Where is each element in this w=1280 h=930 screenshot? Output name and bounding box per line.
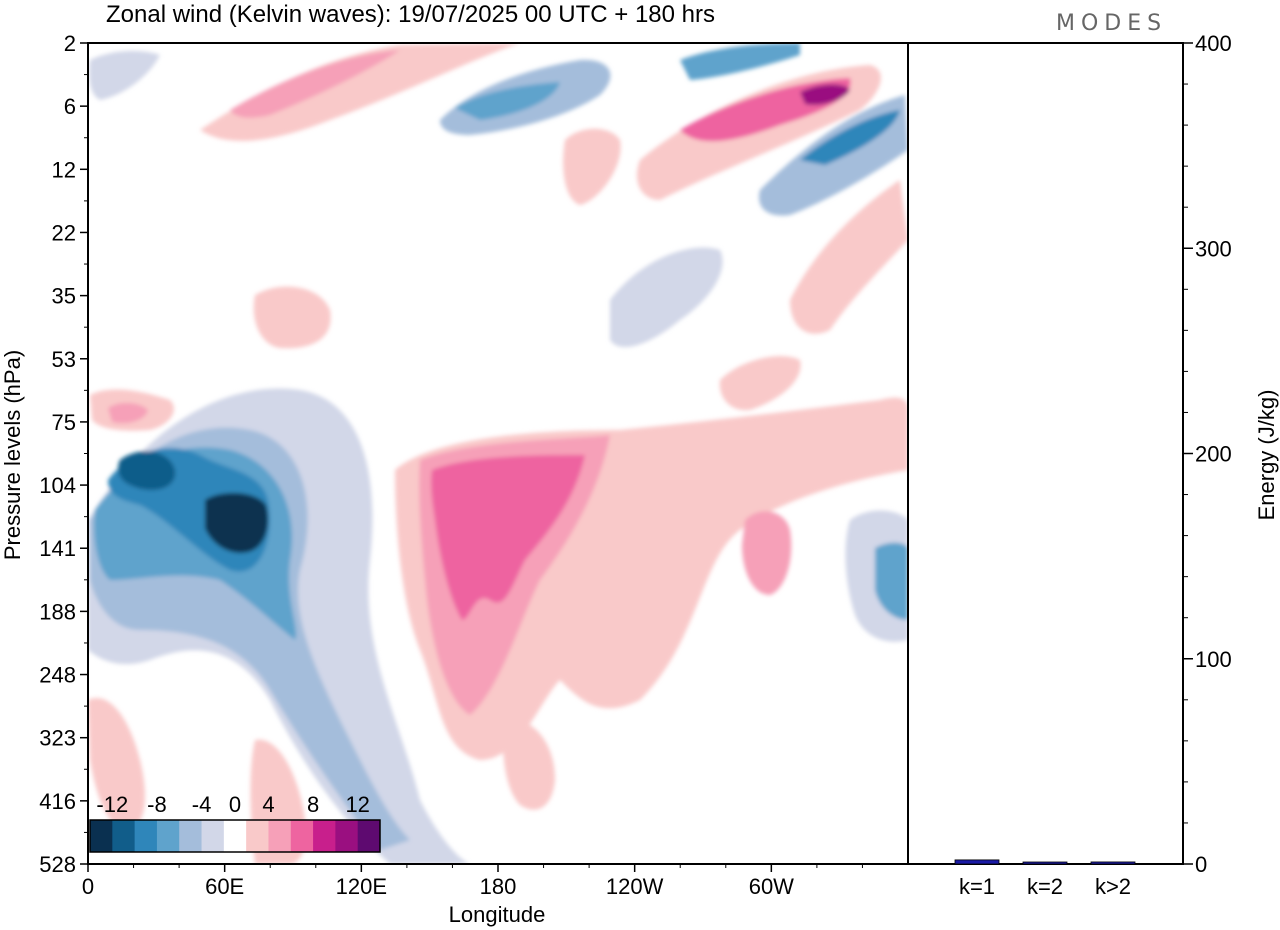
neg-core-1 [118,451,176,490]
x-tick-label: 60W [749,874,794,899]
colorbar-swatch [134,820,158,852]
energy-axis-label: Energy (J/kg) [1254,390,1279,521]
y-axis-label: Pressure levels (hPa) [0,350,25,560]
colorbar-label: -8 [147,792,167,817]
pos-blob-mid [253,286,331,349]
x-axis-label: Longitude [449,902,546,927]
pos-blob-75 [719,356,801,411]
pos-blob-east [742,511,792,595]
colorbar-label: 0 [229,792,241,817]
energy-tick-label: 200 [1195,442,1232,467]
colorbar-label: 8 [307,792,319,817]
energy-bar [1090,861,1136,865]
colorbar-label: 4 [262,792,274,817]
colorbar-swatch [112,820,136,852]
y-tick-label: 188 [39,599,76,624]
colorbar-swatch [357,820,381,852]
energy-y-axis: 0 100 200 300 400 [1183,31,1232,877]
energy-tick-label: 400 [1195,31,1232,56]
colorbar-label: -12 [96,792,128,817]
colorbar-swatch [179,820,203,852]
colorbar: -12 -8 -4 0 4 8 12 [89,792,381,853]
energy-bars [954,859,1136,865]
y-tick-label: 323 [39,726,76,751]
energy-category-label: k>2 [1095,874,1131,899]
pos-region-lower-3 [431,455,585,620]
pos-band-upper-2 [230,50,400,118]
y-tick-label: 22 [52,220,76,245]
neg-band-east-2 [800,110,900,165]
chart-title: Zonal wind (Kelvin waves): 19/07/2025 00… [106,1,715,28]
pos-blob-12hpa [563,128,621,205]
x-axis: 0 60E 120E 180 120W 60W [82,864,863,899]
energy-tick-label: 100 [1195,647,1232,672]
colorbar-swatch [223,820,247,852]
brand-logo: MODES [1056,11,1167,36]
colorbar-swatch [246,820,269,852]
neg-band-top [680,43,800,80]
pos-band-east-core [800,84,850,106]
colorbar-swatch [201,820,225,852]
x-tick-label: 120E [336,874,387,899]
colorbar-swatch [268,820,292,852]
energy-tick-label: 0 [1195,852,1207,877]
y-tick-label: 35 [52,284,76,309]
colorbar-label: -4 [192,792,212,817]
colorbar-swatch [335,820,359,852]
x-tick-label: 0 [82,874,94,899]
energy-category-label: k=2 [1027,874,1063,899]
colorbar-frame [89,819,381,853]
pos-band-mid-east [790,180,908,334]
colorbar-swatch [290,820,314,852]
colorbar-swatch [156,820,180,852]
x-tick-label: 180 [480,874,517,899]
y-tick-label: 528 [39,852,76,877]
y-tick-label: 75 [52,410,76,435]
pos-band-upper [200,43,520,141]
energy-tick-label: 300 [1195,236,1232,261]
y-tick-label: 2 [64,31,76,56]
energy-x-axis: k=1 k=2 k>2 [959,874,1131,899]
wind-field [88,43,908,864]
energy-panel-frame [907,42,1184,865]
energy-category-label: k=1 [959,874,995,899]
y-axis: 2 6 12 22 35 53 75 104 141 188 248 323 416 528 [39,31,88,877]
pos-blob-left-core [108,402,148,424]
y-tick-label: 104 [39,473,76,498]
pos-blob-bottom-3 [503,719,555,810]
neg-band-upper-2 [455,82,560,120]
y-tick-label: 141 [39,536,76,561]
x-tick-label: 60E [205,874,244,899]
x-tick-label: 120W [606,874,664,899]
colorbar-swatch [90,820,113,852]
energy-bar [954,859,1000,865]
y-tick-label: 53 [52,347,76,372]
y-tick-label: 6 [64,94,76,119]
neg-blob-upper-left [89,50,160,100]
neg-core-2 [205,493,269,553]
neg-region-east-2 [875,542,908,620]
y-tick-label: 12 [52,157,76,182]
y-tick-label: 248 [39,663,76,688]
pos-blob-bottom-left [88,698,145,830]
colorbar-label: 12 [345,792,369,817]
colorbar-swatch [313,820,336,852]
y-tick-label: 416 [39,789,76,814]
neg-blob-mid [610,247,723,348]
energy-bar [1022,861,1068,865]
